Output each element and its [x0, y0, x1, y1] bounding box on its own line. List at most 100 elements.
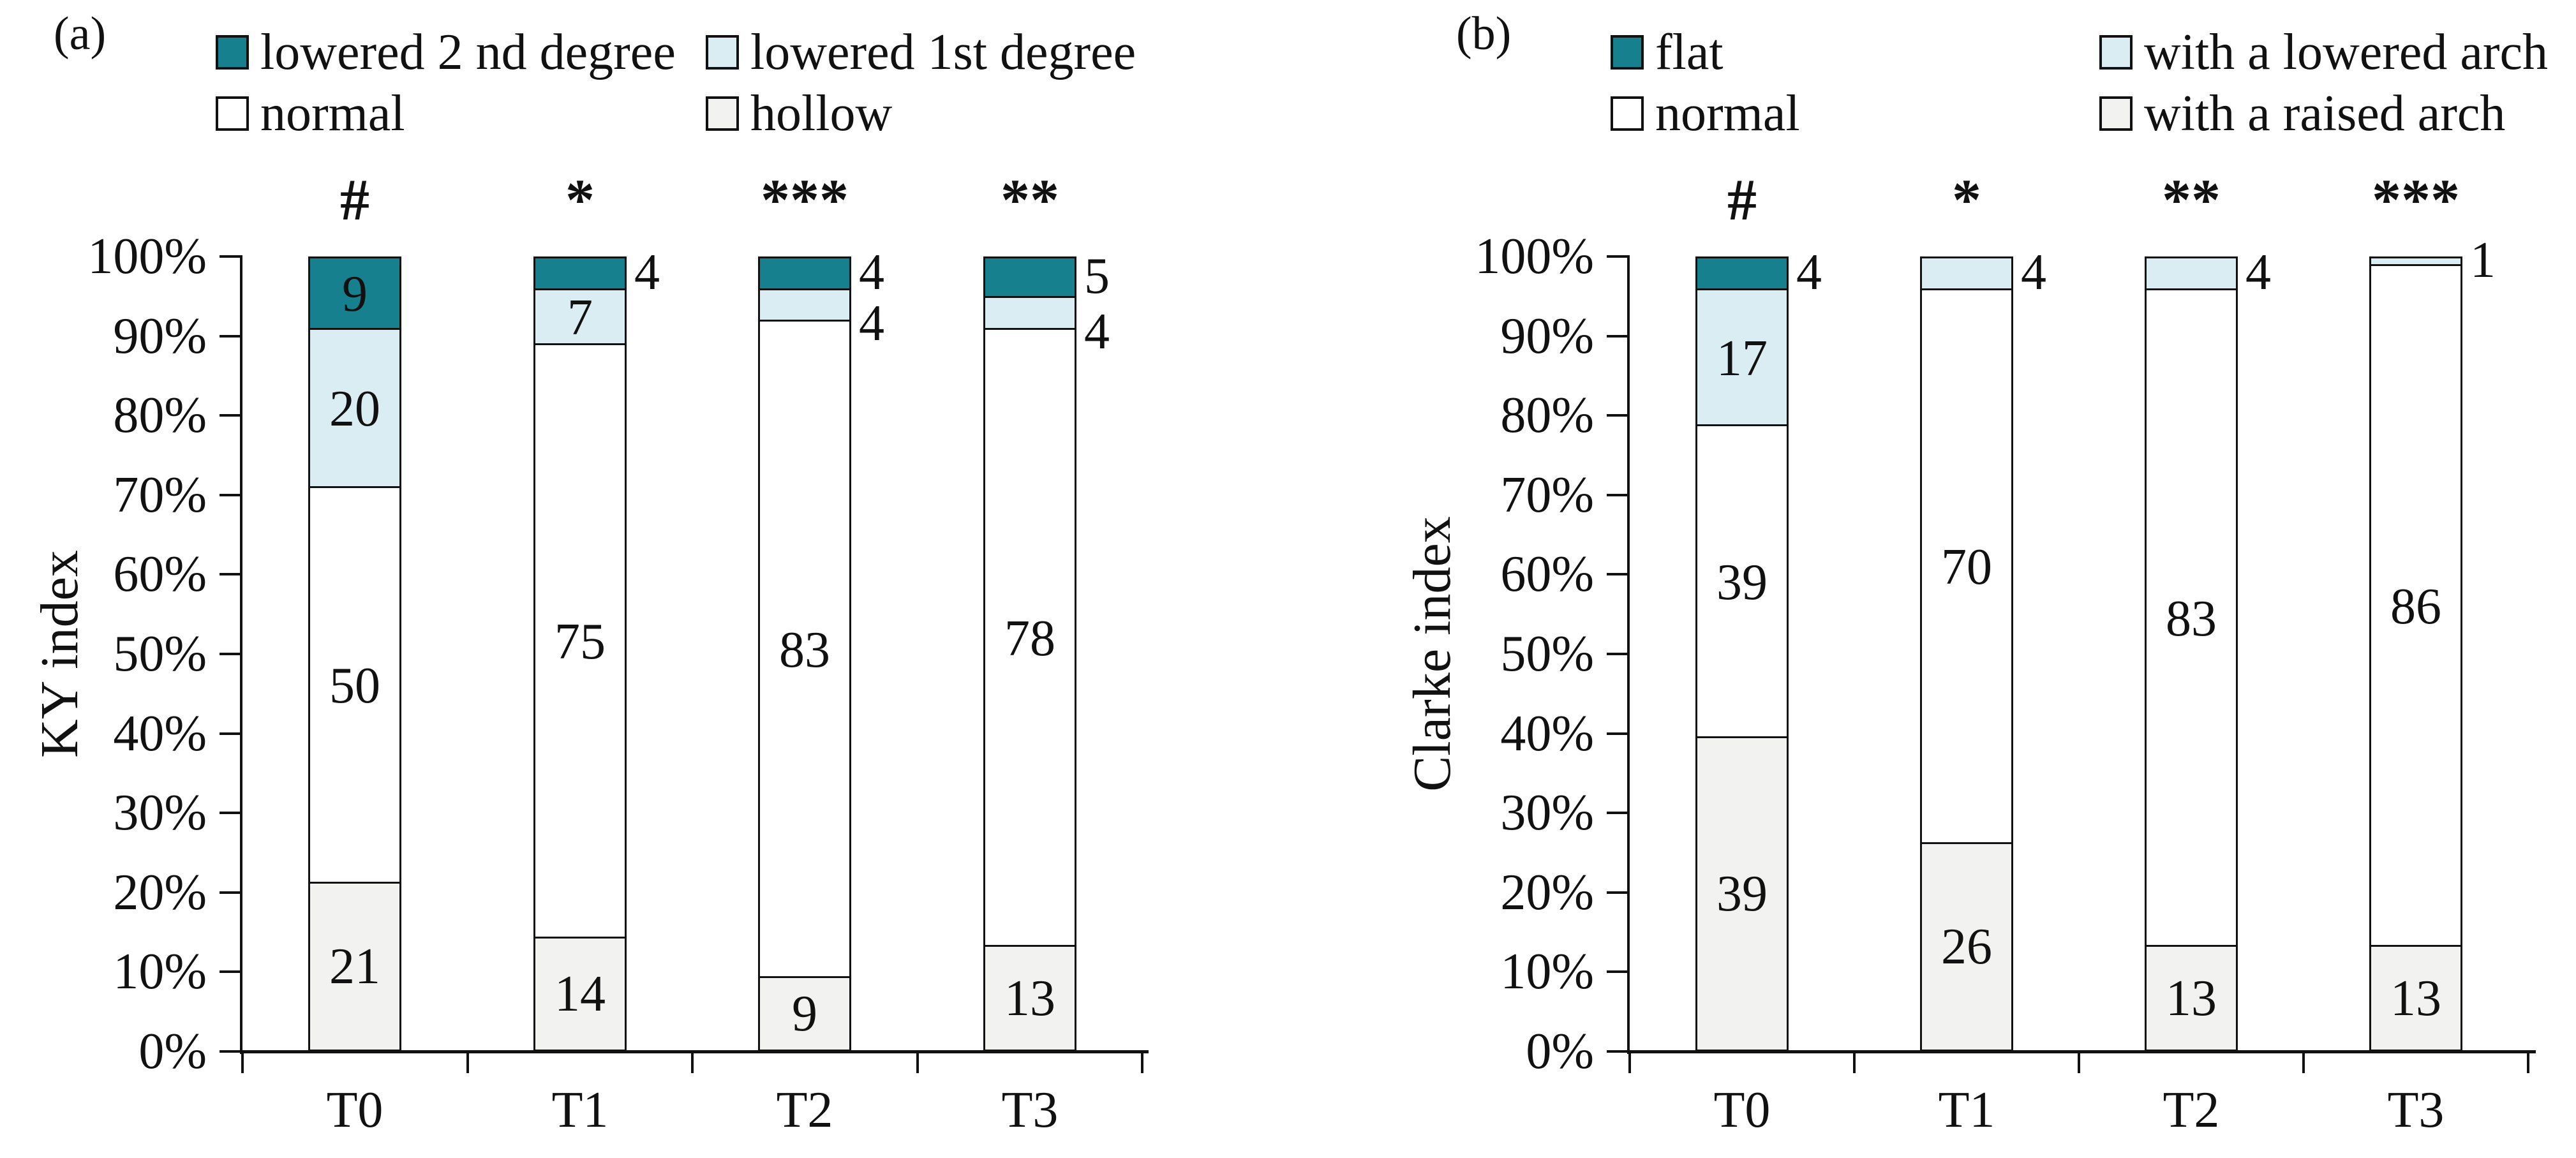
- bar-segment-lowered-1st-degree-t1: [535, 290, 625, 345]
- y-tick-mark: [220, 891, 242, 894]
- y-tick-mark: [220, 573, 242, 576]
- bar-segment-hollow-t1: [535, 939, 625, 1050]
- x-tick-mark: [1853, 1051, 1856, 1073]
- significance-marker: ***: [761, 167, 849, 232]
- y-tick-label: 60%: [1500, 546, 1594, 603]
- y-tick-label: 80%: [113, 387, 207, 444]
- y-tick-label: 100%: [1475, 228, 1594, 285]
- bar-segment-lowered-2-nd-degree-t0: [310, 258, 399, 330]
- panel-b-label: (b): [1456, 8, 1512, 60]
- legend-item-with-a-raised-arch: with a raised arch: [2099, 83, 2505, 144]
- bar-value-label: 9: [792, 986, 817, 1042]
- y-tick-label: 70%: [113, 466, 207, 523]
- x-axis-line: [1627, 1050, 2536, 1053]
- y-tick-label: 50%: [113, 626, 207, 682]
- y-tick-label: 20%: [1500, 864, 1594, 921]
- bar-segment-with-a-lowered-arch-t1: [1922, 258, 2011, 290]
- bar-t1: 70 26: [1920, 256, 2013, 1051]
- x-category-label-t3: T3: [1001, 1082, 1059, 1138]
- bar-value-label: 83: [2166, 591, 2217, 647]
- bar-value-label: 7: [567, 290, 593, 346]
- x-tick-mark: [241, 1051, 244, 1073]
- y-tick-label: 80%: [1500, 387, 1594, 444]
- bar-segment-with-a-lowered-arch-t3: [2371, 258, 2461, 266]
- x-tick-mark: [2078, 1051, 2080, 1073]
- bar-segment-normal-t3: [2371, 266, 2461, 947]
- bar-segment-with-a-lowered-arch-t0: [1697, 290, 1787, 426]
- x-tick-mark: [916, 1051, 919, 1073]
- bar-segment-with-a-raised-arch-t1: [1922, 844, 2011, 1050]
- legend-label-hollow: hollow: [750, 85, 893, 142]
- lowered-1st-degree-swatch-icon: [706, 35, 739, 70]
- y-tick-label: 30%: [1500, 785, 1594, 842]
- bar-t2: 83 13: [2145, 256, 2238, 1051]
- bar-t0: 17 39 39: [1695, 256, 1789, 1051]
- bar-t3: 86 13: [2369, 256, 2462, 1051]
- y-tick-label: 20%: [113, 864, 207, 921]
- significance-marker: #: [340, 167, 369, 232]
- y-tick-label: 90%: [113, 308, 207, 364]
- y-tick-mark: [220, 334, 242, 338]
- bar-t1: 7 75 14: [533, 256, 627, 1051]
- significance-marker: *: [1952, 167, 1981, 232]
- y-tick-mark: [220, 812, 242, 815]
- bar-value-label: 13: [2166, 970, 2217, 1027]
- bar-segment-lowered-2-nd-degree-t2: [760, 258, 849, 290]
- y-tick-label: 90%: [1500, 308, 1594, 364]
- y-tick-mark: [1607, 732, 1630, 735]
- y-tick-mark: [220, 255, 242, 258]
- bar-value-label: 4: [634, 244, 660, 301]
- x-tick-mark: [2527, 1051, 2529, 1073]
- y-tick-label: 10%: [1500, 944, 1594, 1000]
- significance-marker: *: [565, 167, 595, 232]
- legend-item-normal: normal: [216, 83, 405, 144]
- bar-segment-with-a-raised-arch-t3: [2371, 947, 2461, 1050]
- bar-value-label: 86: [2390, 579, 2441, 635]
- with-a-raised-arch-swatch-icon: [2099, 96, 2133, 131]
- significance-marker: **: [1001, 167, 1059, 232]
- bar-value-label: 4: [2245, 244, 2271, 301]
- x-category-label-t1: T1: [1938, 1082, 1995, 1138]
- y-tick-label: 60%: [113, 546, 207, 603]
- bar-value-label: 5: [1084, 248, 1110, 304]
- y-tick-mark: [220, 1050, 242, 1053]
- bar-value-label: 21: [329, 939, 380, 995]
- y-tick-label: 40%: [1500, 705, 1594, 762]
- legend-label-flat: flat: [1655, 24, 1724, 80]
- legend-label-with-a-lowered-arch: with a lowered arch: [2144, 24, 2549, 80]
- y-tick-mark: [1607, 812, 1630, 815]
- y-tick-mark: [220, 970, 242, 974]
- bar-segment-normal-t1: [535, 345, 625, 939]
- bar-value-label: 13: [1004, 970, 1055, 1027]
- bar-segment-normal-t2: [2147, 290, 2236, 947]
- x-category-label-t1: T1: [551, 1082, 609, 1138]
- bar-segment-with-a-raised-arch-t2: [2147, 947, 2236, 1050]
- x-tick-mark: [2302, 1051, 2305, 1073]
- bar-segment-normal-t3: [985, 330, 1075, 947]
- legend-item-flat: flat: [1611, 22, 1724, 83]
- with-a-lowered-arch-swatch-icon: [2099, 35, 2133, 70]
- bar-value-label: 78: [1004, 611, 1055, 667]
- bar-segment-with-a-raised-arch-t0: [1697, 738, 1787, 1050]
- bar-value-label: 4: [2021, 244, 2046, 301]
- bar-segment-hollow-t3: [985, 947, 1075, 1050]
- y-tick-mark: [1607, 1050, 1630, 1053]
- bar-value-label: 4: [1796, 244, 1822, 301]
- bar-segment-normal-t0: [310, 488, 399, 884]
- bar-segment-lowered-1st-degree-t2: [760, 290, 849, 322]
- x-tick-mark: [691, 1051, 694, 1073]
- y-tick-mark: [220, 414, 242, 417]
- x-category-label-t0: T0: [1713, 1082, 1771, 1138]
- legend-label-normal: normal: [260, 85, 405, 142]
- bar-value-label: 83: [779, 622, 830, 678]
- bar-t2: 83 9: [758, 256, 851, 1051]
- normal-swatch-icon: [1611, 96, 1644, 131]
- panel-a-label: (a): [54, 8, 107, 60]
- bar-value-label: 9: [342, 266, 368, 322]
- bar-segment-hollow-t2: [760, 978, 849, 1050]
- bar-segment-normal-t0: [1697, 426, 1787, 738]
- bar-value-label: 4: [859, 295, 884, 352]
- bar-segment-lowered-2-nd-degree-t3: [985, 258, 1075, 298]
- y-tick-mark: [1607, 334, 1630, 338]
- legend-label-lowered-2-nd-degree: lowered 2 nd degree: [260, 24, 676, 80]
